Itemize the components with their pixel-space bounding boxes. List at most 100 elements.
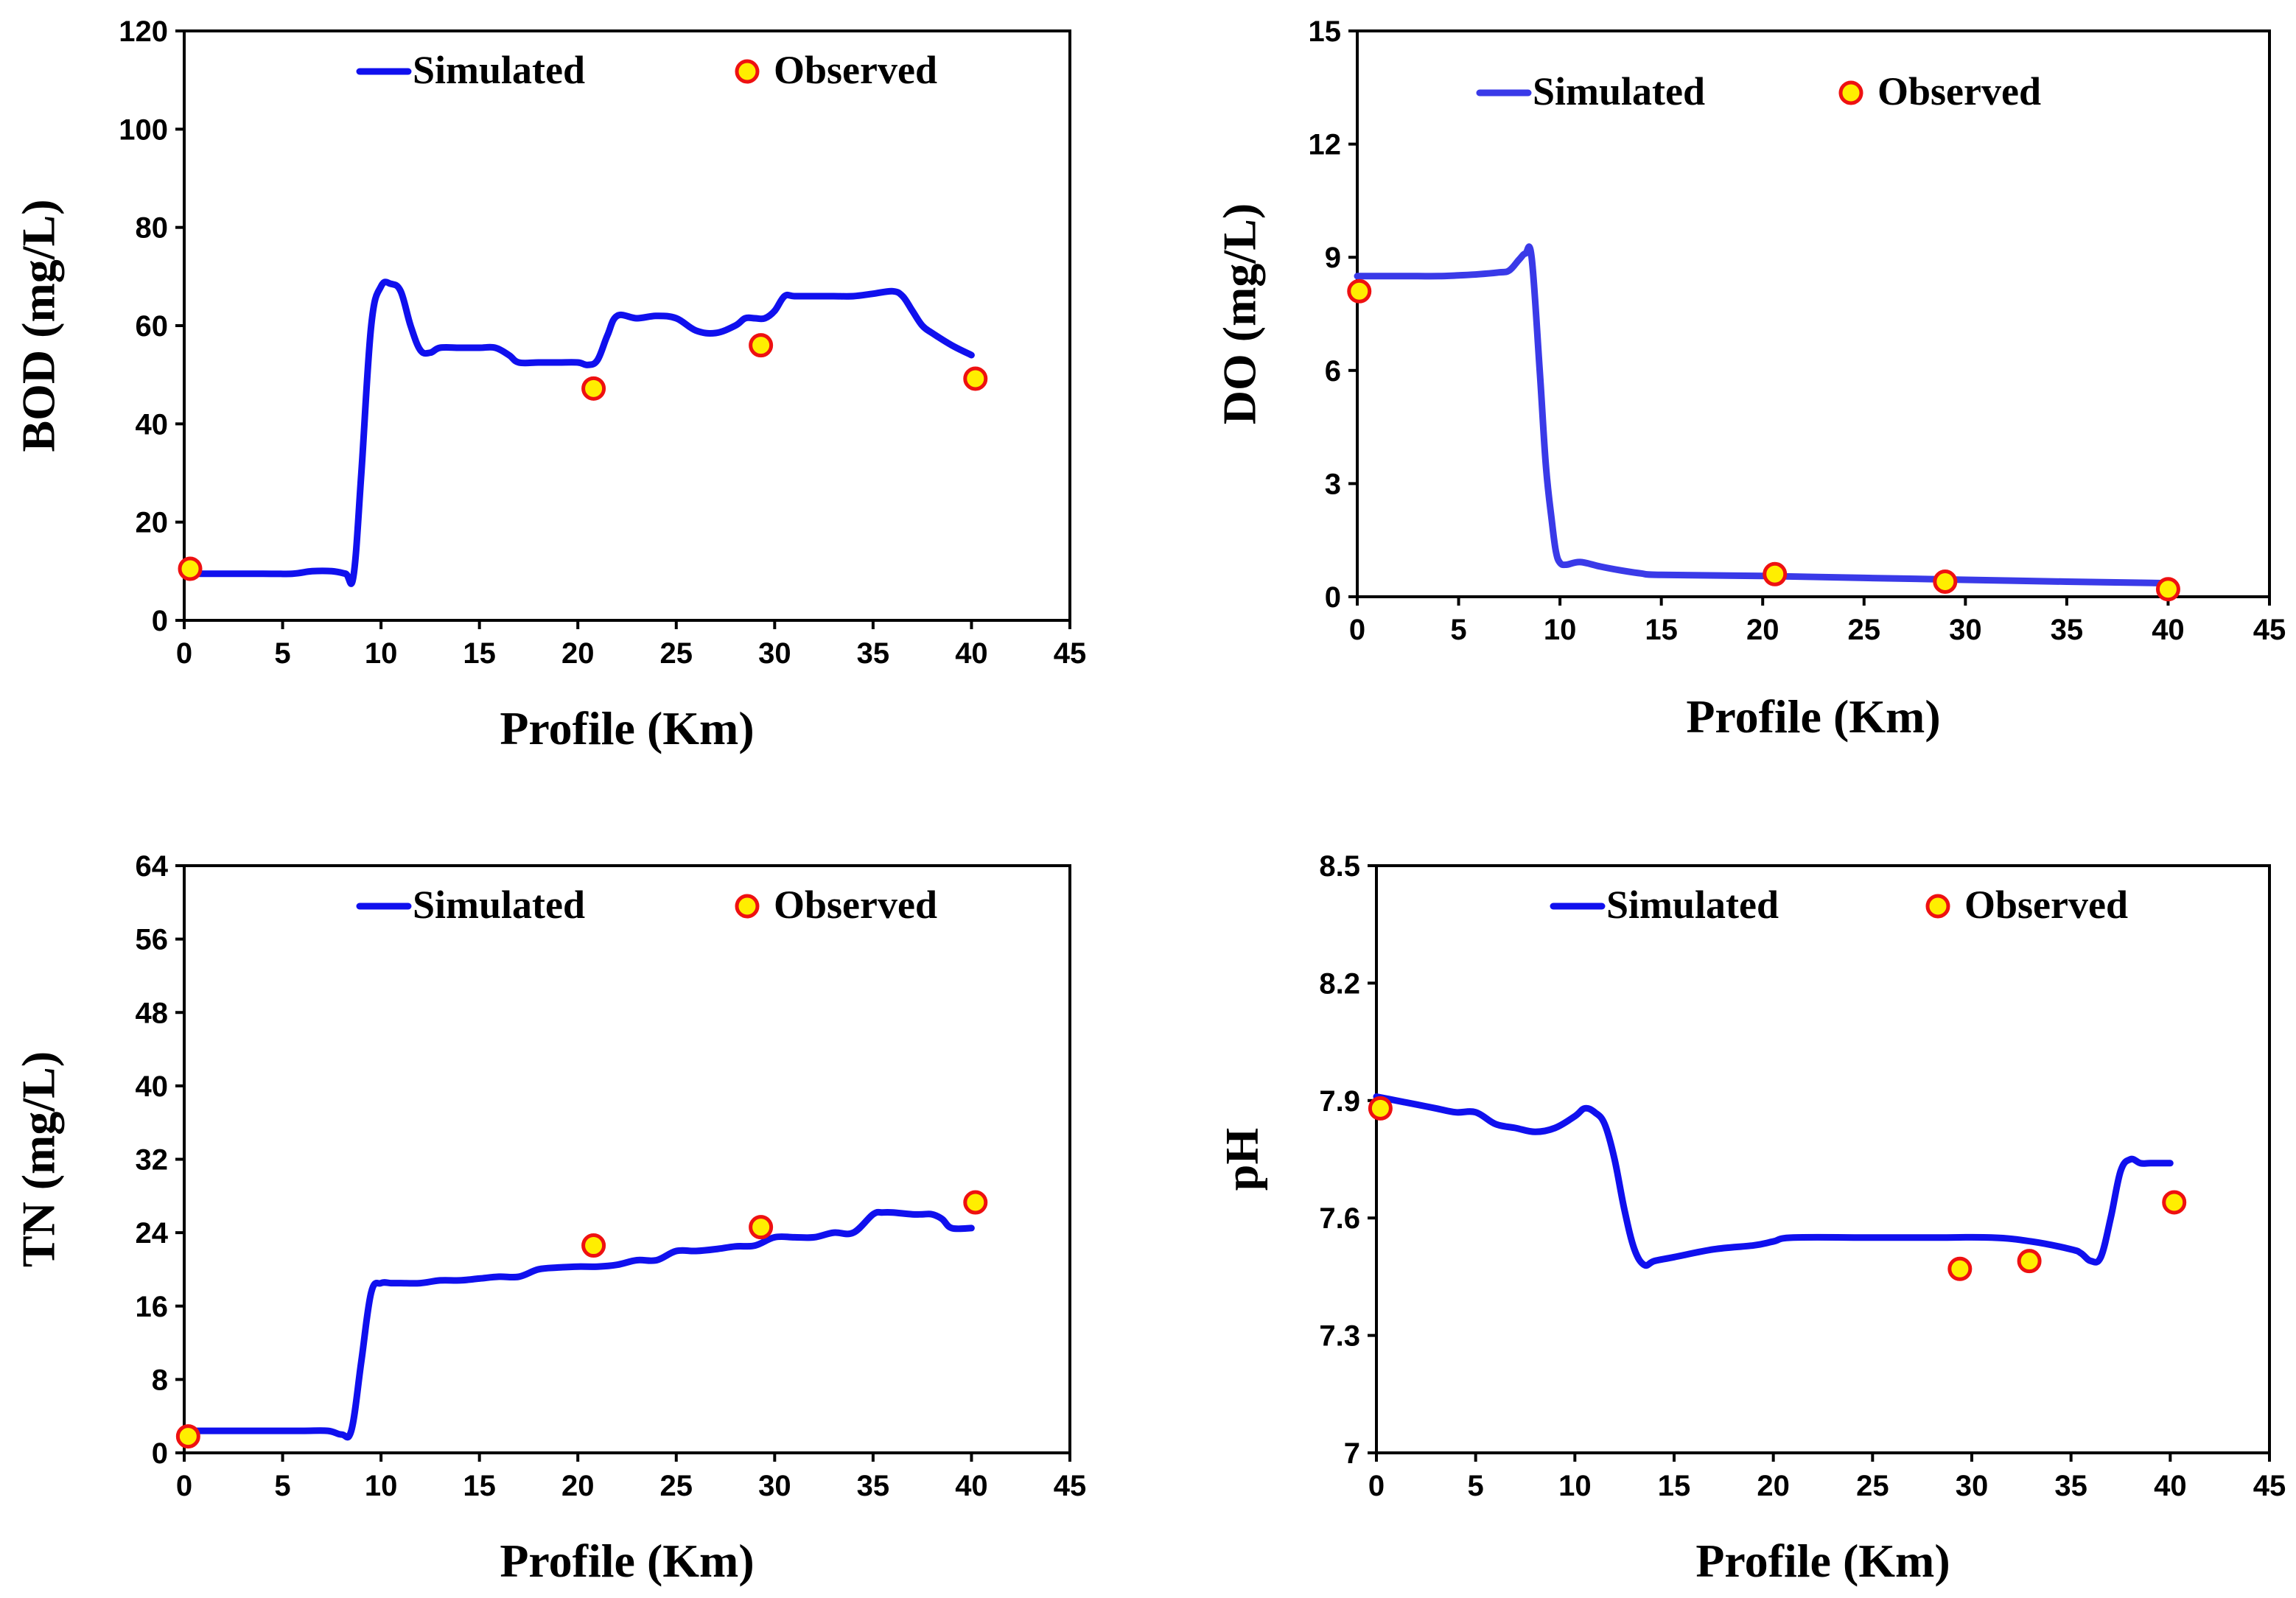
do-x-tick-label: 30 (1949, 614, 1982, 646)
ph-legend: Simulated Observed (1550, 883, 2128, 927)
do-legend-observed: Observed (1877, 69, 2041, 113)
ph-x-axis-label: Profile (Km) (1695, 1535, 1950, 1587)
tn-x-tick-label: 20 (561, 1470, 595, 1502)
ph-x-tick-label: 25 (1856, 1470, 1889, 1502)
do-legend-marker-swatch (1838, 80, 1863, 105)
tn-y-axis-label: TN (mg/L) (13, 1051, 65, 1267)
tn-legend-simulated: Simulated (413, 883, 585, 927)
bod-y-tick-label: 120 (119, 15, 168, 48)
ph-x-tick-label: 15 (1658, 1470, 1691, 1502)
do-x-tick-label: 0 (1349, 614, 1365, 646)
tn-y-tick-label: 64 (136, 850, 169, 883)
ph-y-tick-label: 8.5 (1319, 850, 1360, 883)
ph-observed-point (2017, 1249, 2042, 1274)
bod-y-tick-label: 80 (136, 212, 169, 245)
do-x-tick-label: 15 (1645, 614, 1678, 646)
bod-x-tick-label: 0 (176, 637, 192, 670)
bod-observed-point (581, 376, 606, 401)
bod-x-tick-label: 5 (274, 637, 290, 670)
bod-y-tick-label: 60 (136, 310, 169, 343)
bod-y-tick-label: 40 (136, 408, 169, 441)
tn-x-tick-label: 30 (758, 1470, 791, 1502)
tn-x-tick-label: 45 (1054, 1470, 1087, 1502)
do-y-tick-label: 6 (1325, 355, 1341, 388)
ph-y-tick-label: 7.6 (1319, 1202, 1360, 1235)
tn-x-axis-label: Profile (Km) (500, 1535, 754, 1587)
tn-y-tick-label: 24 (136, 1217, 169, 1250)
bod-x-tick-label: 35 (857, 637, 890, 670)
bod-legend-marker-swatch (735, 59, 760, 84)
ph-simulated-line (1373, 1093, 2174, 1269)
bod-x-tick-label: 30 (758, 637, 791, 670)
bod-x-tick-label: 45 (1054, 637, 1087, 670)
do-x-tick-label: 45 (2253, 614, 2286, 646)
do-x-tick-label: 35 (2051, 614, 2084, 646)
tn-y-tick-label: 56 (136, 924, 169, 956)
bod-simulated-line (181, 278, 975, 587)
tn-legend-observed: Observed (774, 883, 937, 927)
ph-legend-simulated: Simulated (1606, 883, 1779, 927)
tn-observed-point (581, 1233, 606, 1258)
bod-legend-simulated: Simulated (413, 48, 585, 92)
tn-x-tick-label: 0 (176, 1470, 192, 1502)
tn-x-tick-label: 35 (857, 1470, 890, 1502)
tn-observed-point (175, 1424, 200, 1449)
do-simulated-line (1354, 243, 2171, 587)
ph-x-tick-label: 10 (1558, 1470, 1592, 1502)
bod-legend-observed: Observed (774, 48, 937, 92)
do-y-tick-label: 3 (1325, 468, 1341, 500)
do-observed-point (1347, 278, 1372, 304)
do-y-tick-label: 12 (1309, 129, 1342, 161)
do-y-tick-label: 9 (1325, 242, 1341, 274)
tn-legend: Simulated Observed (356, 883, 937, 927)
do-observed-point (1763, 561, 1788, 586)
ph-y-tick-label: 7 (1344, 1437, 1360, 1470)
do-observed-point (2155, 577, 2180, 602)
bod-x-tick-label: 10 (365, 637, 398, 670)
do-y-tick-label: 0 (1325, 581, 1341, 614)
tn-y-tick-label: 0 (152, 1437, 168, 1470)
do-plot-frame (1356, 29, 2271, 598)
ph-x-tick-label: 45 (2253, 1470, 2286, 1502)
ph-x-tick-label: 5 (1468, 1470, 1484, 1502)
tn-legend-marker-swatch (735, 894, 760, 919)
do-x-tick-label: 25 (1848, 614, 1881, 646)
tn-y-tick-label: 32 (136, 1144, 169, 1177)
ph-observed-point (2162, 1190, 2187, 1215)
tn-chart: 0 5 10 15 20 25 30 35 40 45 0 8 16 24 32 40 48 56 64 Profil… (13, 850, 1087, 1587)
tn-simulated-line (181, 1208, 975, 1441)
tn-observed-point (963, 1190, 988, 1215)
ph-x-tick-label: 0 (1368, 1470, 1385, 1502)
tn-x-tick-label: 25 (660, 1470, 693, 1502)
tn-x-tick-label: 10 (365, 1470, 398, 1502)
bod-observed-point (963, 366, 988, 391)
ph-legend-marker-swatch (1925, 894, 1950, 919)
ph-y-tick-label: 7.3 (1319, 1320, 1360, 1353)
bod-y-tick-label: 20 (136, 507, 169, 539)
tn-plot-frame (183, 864, 1071, 1454)
ph-observed-point (1368, 1096, 1393, 1121)
bod-x-tick-label: 15 (463, 637, 496, 670)
bod-chart: 0 5 10 15 20 25 30 35 40 45 0 20 40 60 80 100 120 Profile… (13, 15, 1087, 754)
do-observed-point (1933, 570, 1958, 595)
bod-observed-point (749, 333, 774, 358)
ph-x-tick-label: 30 (1956, 1470, 1989, 1502)
bod-observed-point (178, 556, 203, 581)
ph-x-tick-label: 20 (1757, 1470, 1790, 1502)
ph-x-tick-label: 40 (2154, 1470, 2187, 1502)
do-chart: 0 5 10 15 20 25 30 35 40 45 0 3 6 9 12 15 Profile (Km) DO… (1214, 15, 2286, 743)
ph-y-tick-label: 8.2 (1319, 967, 1360, 1000)
ph-y-axis-label: pH (1216, 1128, 1268, 1191)
do-x-tick-label: 20 (1746, 614, 1779, 646)
tn-y-tick-label: 48 (136, 997, 169, 1029)
do-x-tick-label: 40 (2152, 614, 2185, 646)
bod-y-axis-label: BOD (mg/L) (13, 199, 65, 452)
ph-legend-observed: Observed (1964, 883, 2128, 927)
tn-x-tick-label: 40 (955, 1470, 988, 1502)
do-x-axis-label: Profile (Km) (1686, 690, 1940, 743)
ph-y-tick-label: 7.9 (1319, 1085, 1360, 1118)
ph-x-tick-label: 35 (2054, 1470, 2087, 1502)
bod-x-tick-label: 20 (561, 637, 595, 670)
bod-plot-frame (183, 29, 1071, 622)
